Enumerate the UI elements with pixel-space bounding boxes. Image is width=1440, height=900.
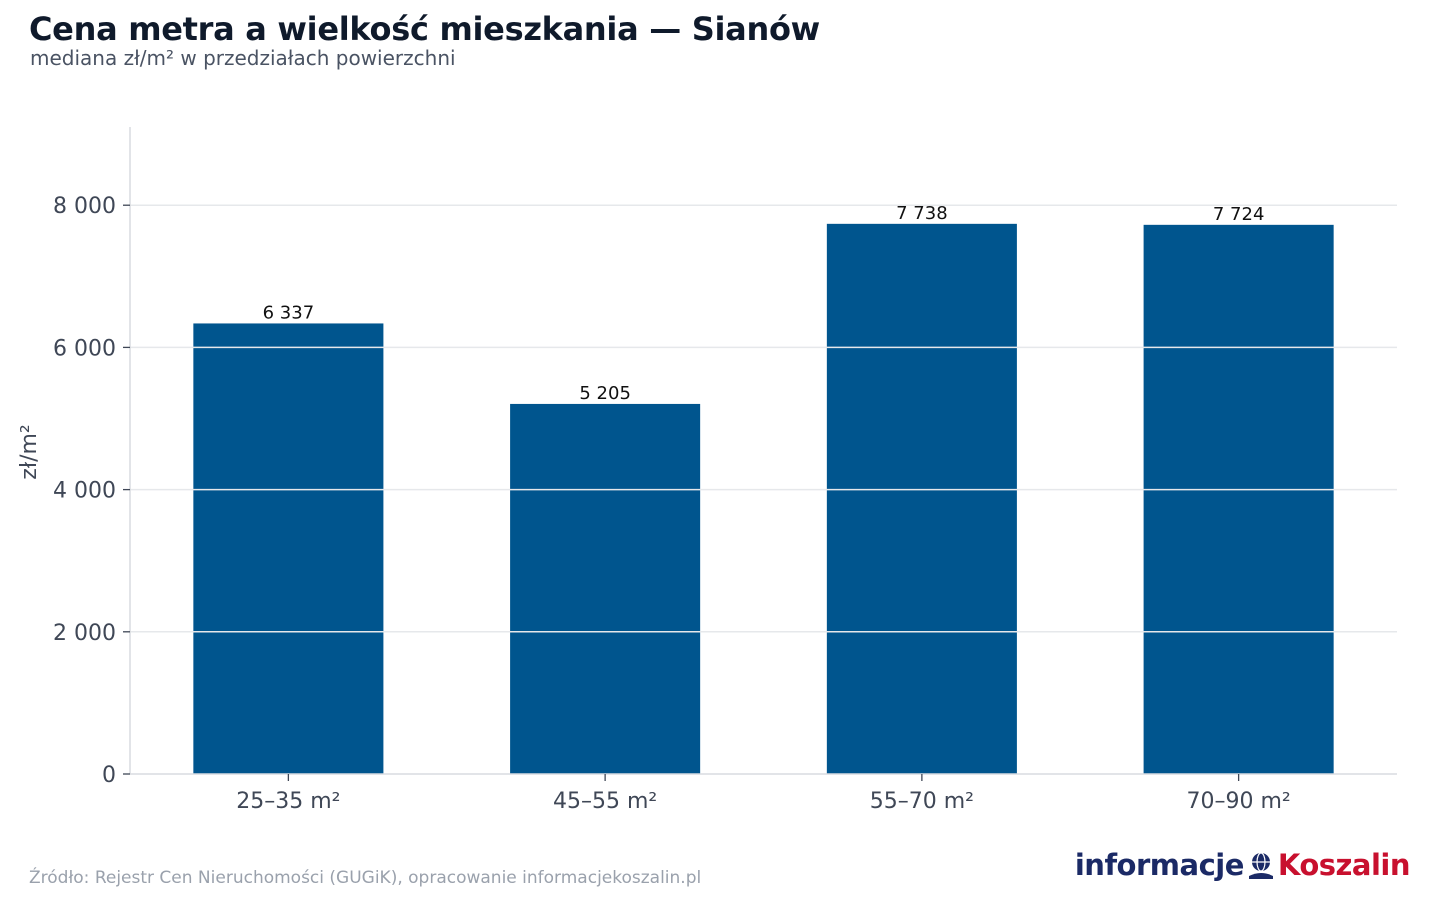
- globe-emblem-icon: [1248, 852, 1273, 879]
- brand-logo: informacje Koszalin: [1074, 848, 1411, 882]
- x-tick-label: 55–70 m²: [870, 789, 974, 814]
- bar: [1143, 224, 1334, 774]
- logo-text-primary: informacje: [1074, 848, 1245, 882]
- x-tick-label: 25–35 m²: [236, 789, 340, 814]
- y-tick-label: 2 000: [53, 621, 116, 646]
- y-axis-title: zł/m²: [17, 424, 42, 479]
- y-tick-label: 8 000: [53, 194, 116, 219]
- logo-text-accent: Koszalin: [1277, 848, 1411, 882]
- bar: [826, 223, 1017, 775]
- bar: [510, 403, 701, 774]
- chart-title: Cena metra a wielkość mieszkania — Sianó…: [29, 10, 820, 48]
- x-tick-label: 70–90 m²: [1187, 789, 1291, 814]
- y-tick-label: 6 000: [53, 336, 116, 361]
- bar-value-label: 7 724: [1213, 204, 1265, 225]
- y-tick-label: 4 000: [53, 479, 116, 504]
- x-tick-label: 45–55 m²: [553, 789, 657, 814]
- bar-value-label: 7 738: [896, 203, 948, 224]
- y-tick-label: 0: [102, 763, 116, 788]
- source-note: Źródło: Rejestr Cen Nieruchomości (GUGiK…: [29, 868, 702, 888]
- bar-value-label: 5 205: [579, 383, 631, 404]
- bar: [193, 323, 384, 774]
- bar-value-label: 6 337: [263, 302, 315, 323]
- chart-subtitle: mediana zł/m² w przedziałach powierzchni: [30, 46, 456, 70]
